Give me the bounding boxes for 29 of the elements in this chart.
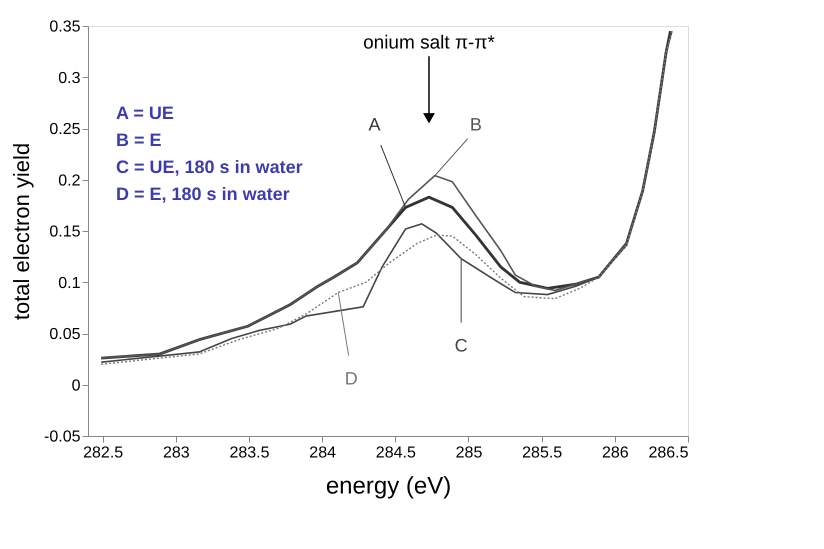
y-tick-label: 0	[72, 377, 81, 394]
x-tick-label: 284.5	[376, 444, 416, 462]
x-tick-label: 283.5	[229, 444, 270, 462]
x-tick-label: 285.5	[522, 444, 562, 462]
y-tick-label: 0.05	[49, 326, 81, 343]
x-tick-label: 283	[162, 444, 190, 462]
text: D	[344, 368, 358, 388]
text: A	[368, 114, 381, 134]
y-tick-label: 0.1	[58, 274, 81, 292]
x-tick-label: 286.5	[648, 444, 689, 462]
x-tick-label: 282.5	[83, 444, 124, 462]
x-tick-label: 284	[309, 444, 336, 462]
annotation: D = E, 180 s in water	[116, 184, 290, 204]
text: C	[454, 336, 468, 356]
y-tick-label: 0.2	[58, 172, 81, 190]
y-tick-label: 0.25	[49, 121, 81, 138]
annotation: A = UE	[116, 103, 174, 123]
text: B	[470, 114, 482, 135]
y-tick-label: 0.35	[49, 18, 81, 36]
annotation: onium salt π-π*	[363, 32, 496, 54]
y-tick-label: 0.3	[58, 70, 81, 87]
y-axis-title: total electron yield	[9, 142, 34, 320]
y-tick-label: 0.15	[49, 224, 81, 240]
y-tick-label: -0.05	[44, 428, 81, 446]
annotation: B = E	[116, 130, 162, 150]
annotation: C = UE, 180 s in water	[116, 157, 303, 177]
x-axis-title: energy (eV)	[326, 472, 452, 500]
x-tick-label: 286	[602, 444, 629, 462]
x-tick-label: 285	[456, 444, 482, 462]
